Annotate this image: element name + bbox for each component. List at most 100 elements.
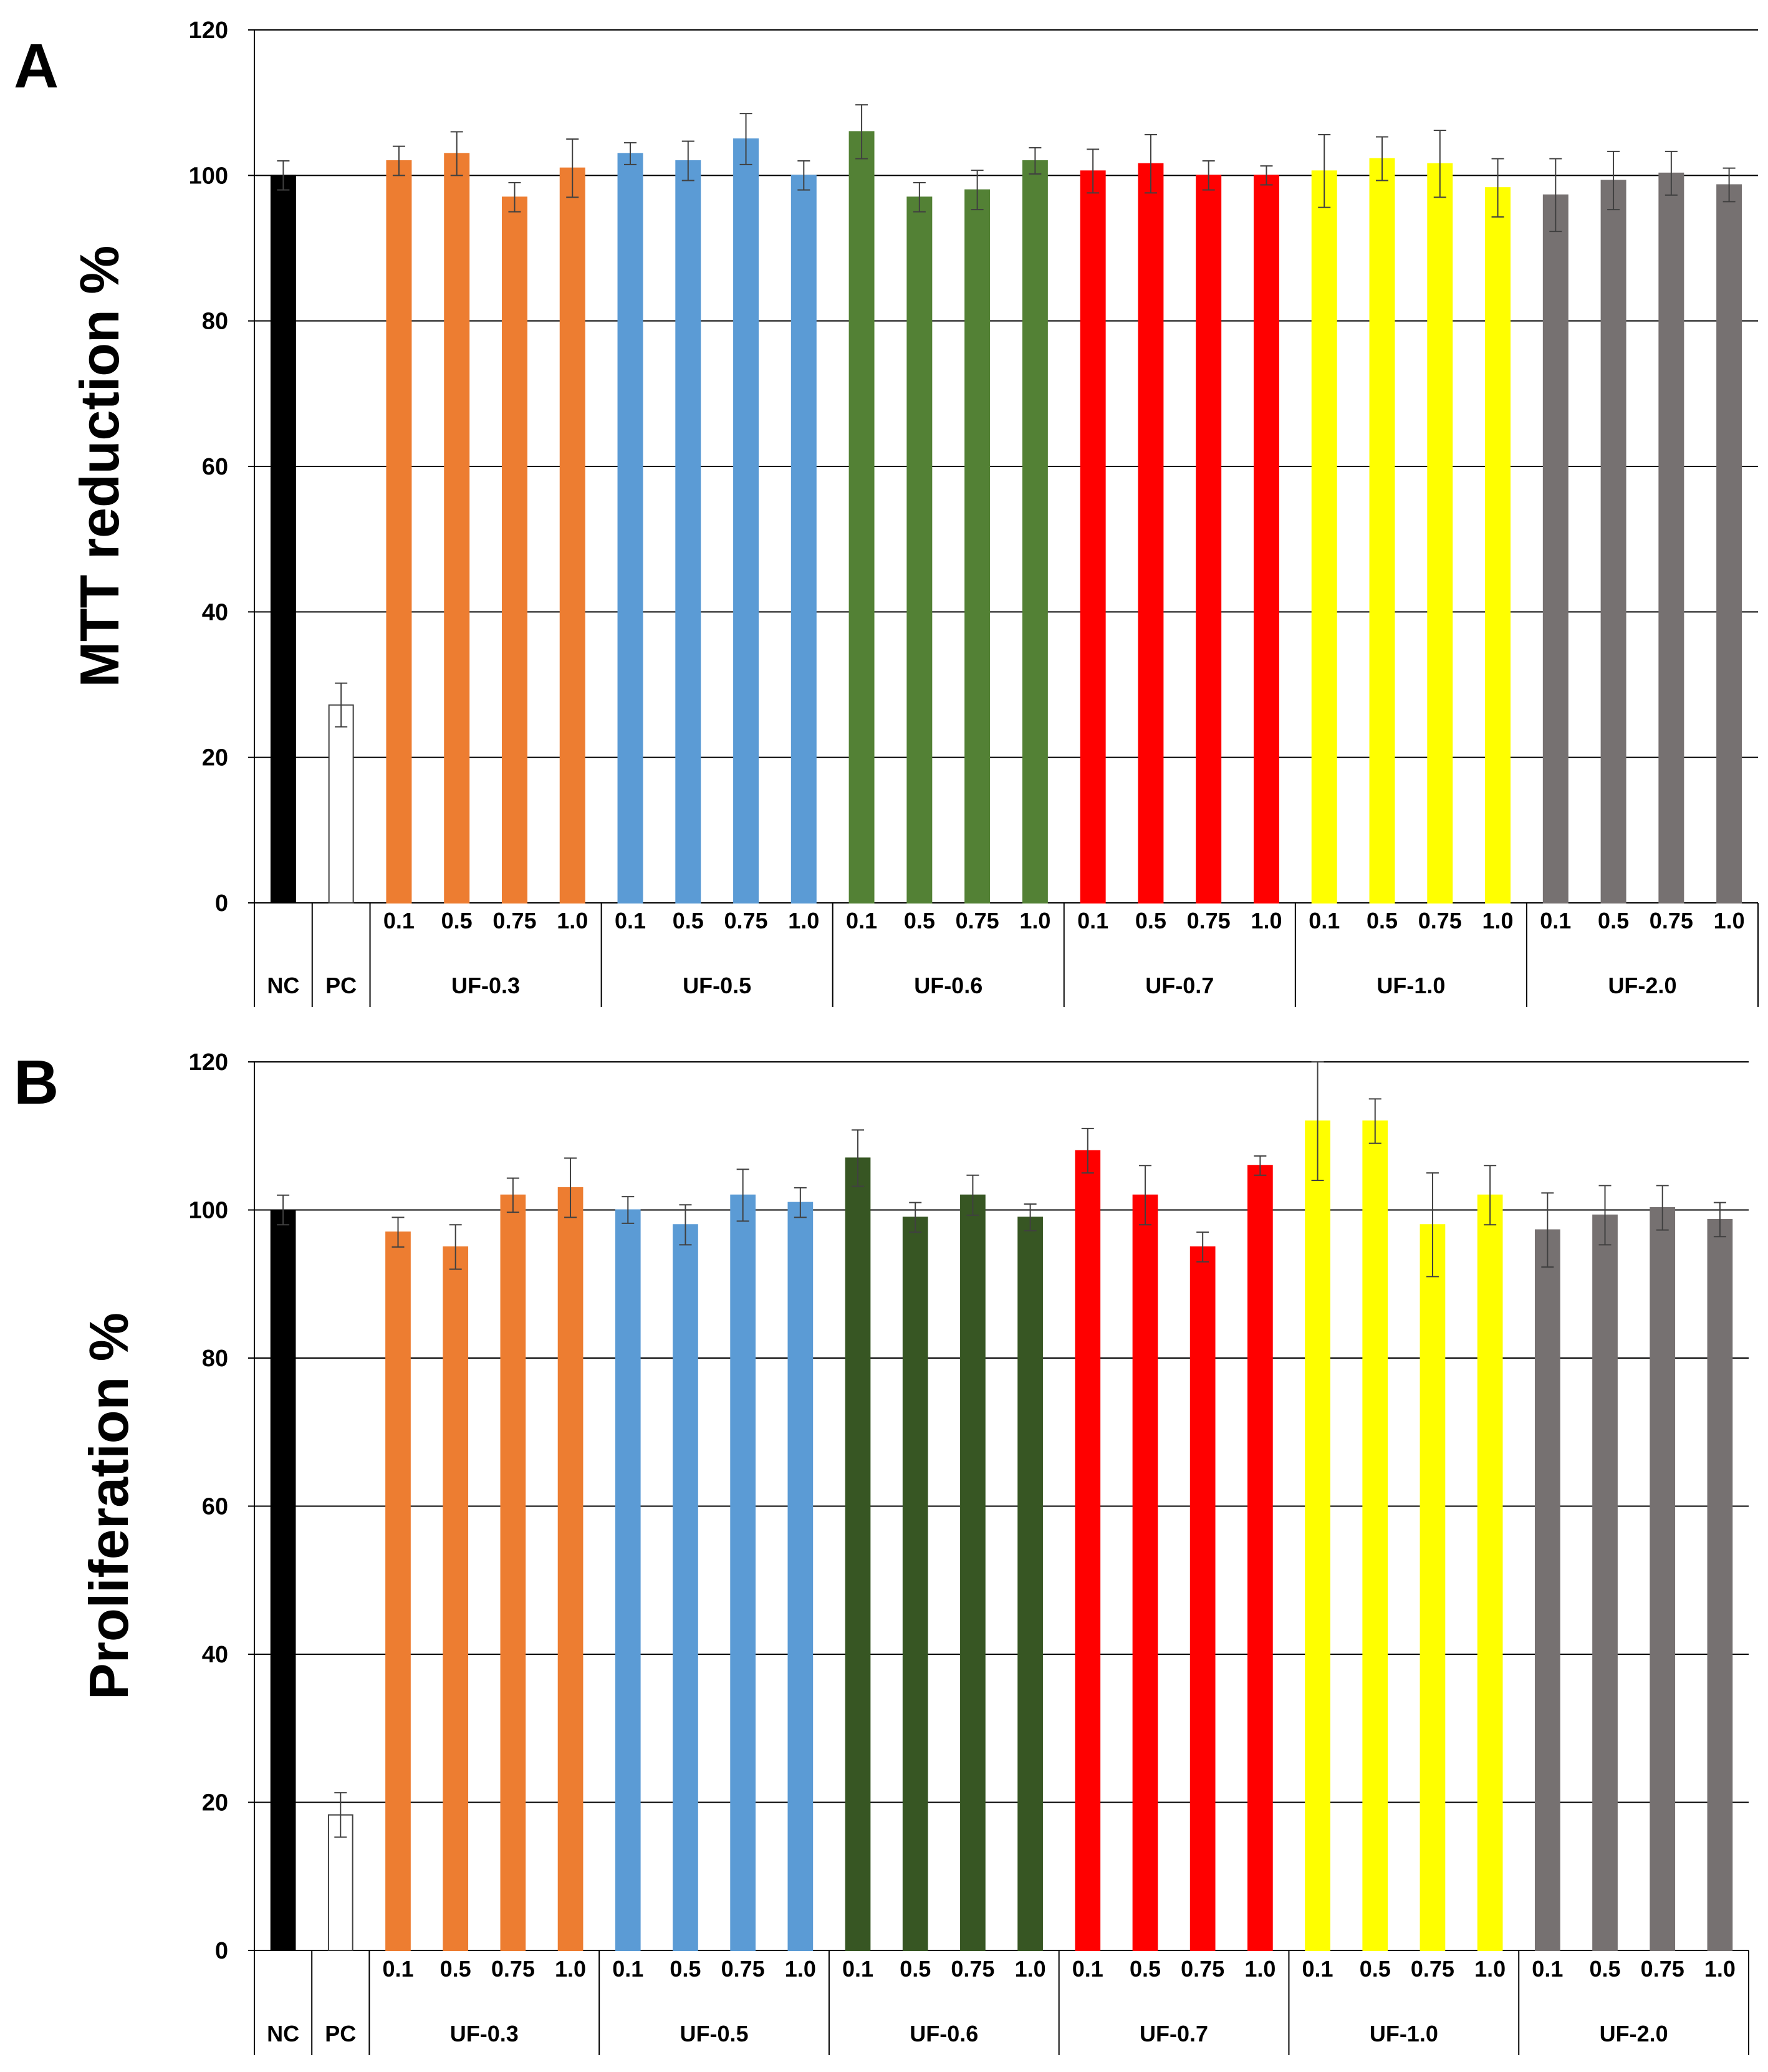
y-tick-label: 100	[189, 163, 228, 189]
concentration-label: 0.1	[612, 1956, 643, 1982]
y-tick-label: 20	[202, 745, 228, 771]
group-label: UF-0.7	[1145, 973, 1214, 998]
bar	[1420, 1224, 1446, 1951]
concentration-label: 1.0	[1474, 1956, 1506, 1982]
y-tick-label: 80	[202, 309, 228, 335]
bar	[1362, 1120, 1388, 1951]
concentration-label: 1.0	[788, 908, 819, 933]
group-label: UF-0.6	[914, 973, 982, 998]
concentration-label: 0.75	[956, 908, 999, 933]
bar	[1253, 175, 1279, 903]
concentration-label: 0.5	[900, 1956, 931, 1982]
concentration-label: 1.0	[1704, 1956, 1736, 1982]
bar	[1427, 163, 1453, 904]
group-label: UF-0.3	[451, 973, 520, 998]
concentration-label: 0.5	[670, 1956, 701, 1982]
bar	[559, 167, 585, 904]
bar	[1075, 1150, 1101, 1951]
bar	[906, 196, 933, 903]
concentration-label: 0.1	[1309, 908, 1340, 933]
y-axis-label: Proliferation %	[78, 1313, 140, 1700]
bar	[1485, 187, 1511, 904]
y-tick-label: 60	[202, 1494, 228, 1520]
concentration-label: 0.5	[1130, 1956, 1161, 1982]
concentration-label: 1.0	[1251, 908, 1282, 933]
y-tick-label: 40	[202, 599, 228, 625]
concentration-label: 0.75	[951, 1956, 994, 1982]
y-tick-label: 60	[202, 454, 228, 480]
bar	[730, 1194, 756, 1951]
bar	[1311, 170, 1337, 903]
concentration-label: 1.0	[1714, 908, 1745, 933]
bar	[1247, 1165, 1273, 1951]
bar	[1132, 1194, 1158, 1951]
y-axis-label: MTT reduction %	[69, 246, 130, 688]
bar	[787, 1202, 814, 1951]
bar	[1592, 1214, 1618, 1951]
concentration-label: 1.0	[1244, 1956, 1276, 1982]
bar	[500, 1194, 526, 1951]
group-label: UF-1.0	[1370, 2021, 1438, 2046]
bar	[1189, 1246, 1216, 1951]
bar	[675, 160, 701, 903]
bar	[1716, 184, 1742, 903]
control-label: PC	[325, 973, 357, 998]
concentration-label: 0.75	[1181, 1956, 1224, 1982]
concentration-label: 0.1	[615, 908, 646, 933]
concentration-label: 1.0	[557, 908, 588, 933]
concentration-label: 0.75	[491, 1956, 535, 1982]
concentration-label: 0.5	[1367, 908, 1398, 933]
bar-nc	[270, 1209, 296, 1951]
y-tick-label: 120	[189, 17, 228, 44]
concentration-label: 0.75	[721, 1956, 765, 1982]
group-label: UF-0.6	[910, 2021, 978, 2046]
concentration-label: 0.1	[846, 908, 877, 933]
concentration-label: 1.0	[1482, 908, 1514, 933]
concentration-label: 0.75	[724, 908, 767, 933]
y-tick-label: 40	[202, 1642, 228, 1668]
concentration-label: 0.5	[673, 908, 704, 933]
y-tick-label: 20	[202, 1790, 228, 1816]
control-label: PC	[325, 2021, 356, 2046]
concentration-label: 0.1	[383, 908, 415, 933]
bar	[1600, 180, 1626, 903]
bar	[386, 160, 412, 903]
y-tick-label: 0	[215, 1938, 228, 1964]
panel-a: A MTT reduction % 0 20 40 60 80 100 120 NC PC 0.1 0.…	[14, 17, 1759, 1007]
bar	[501, 196, 527, 903]
group-label: UF-2.0	[1600, 2021, 1668, 2046]
y-tick-label: 120	[189, 1049, 228, 1076]
bar	[1305, 1120, 1330, 1951]
bar-nc	[270, 175, 296, 903]
bar	[1138, 163, 1164, 904]
concentration-label: 1.0	[1019, 908, 1050, 933]
bar	[1707, 1218, 1733, 1951]
bar	[790, 175, 817, 903]
concentration-label: 0.1	[1072, 1956, 1103, 1982]
bar	[1196, 175, 1222, 903]
group-label: UF-0.3	[450, 2021, 519, 2046]
group-label: UF-0.7	[1140, 2021, 1208, 2046]
bar	[615, 1209, 641, 1951]
concentration-label: 1.0	[1015, 1956, 1046, 1982]
bar	[1650, 1207, 1676, 1951]
y-tick-label: 100	[189, 1198, 228, 1224]
group-label: UF-0.5	[683, 973, 751, 998]
concentration-label: 0.5	[1135, 908, 1166, 933]
bar	[1534, 1229, 1560, 1951]
concentration-label: 0.5	[441, 908, 473, 933]
concentration-label: 0.5	[1589, 1956, 1620, 1982]
bar	[902, 1217, 928, 1951]
bar	[960, 1194, 986, 1951]
y-tick-label: 80	[202, 1346, 228, 1372]
concentration-label: 0.5	[1360, 1956, 1391, 1982]
concentration-label: 0.1	[1077, 908, 1108, 933]
bar	[1369, 158, 1395, 903]
concentration-label: 0.5	[440, 1956, 471, 1982]
group-label: UF-0.5	[680, 2021, 749, 2046]
bar	[845, 1157, 871, 1951]
group-label: UF-2.0	[1608, 973, 1676, 998]
bar	[385, 1231, 411, 1951]
bar	[673, 1224, 698, 1951]
concentration-label: 0.75	[492, 908, 536, 933]
